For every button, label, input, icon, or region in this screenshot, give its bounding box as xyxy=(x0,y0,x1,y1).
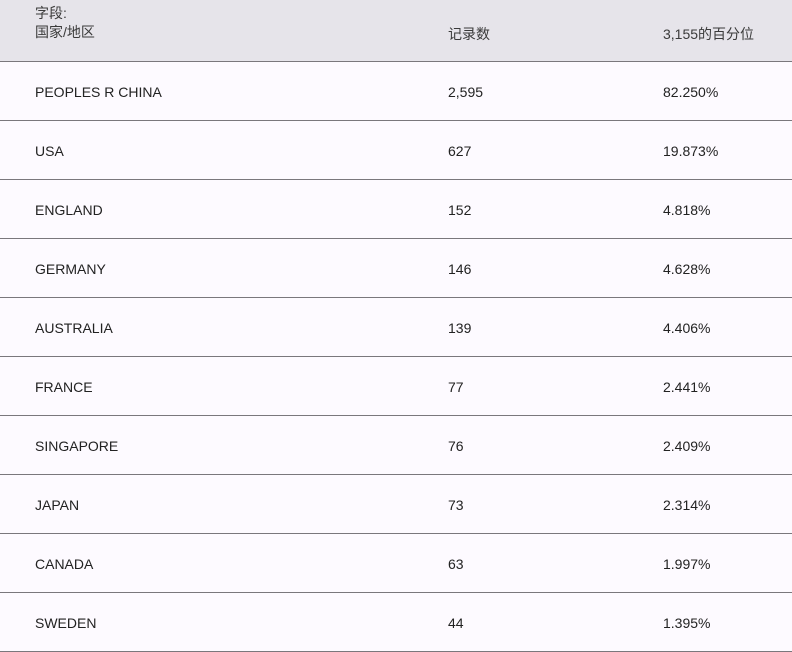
count-cell: 76 xyxy=(448,438,464,454)
table-row[interactable]: SINGAPORE 76 2.409% xyxy=(0,416,792,475)
table-row[interactable]: FRANCE 77 2.441% xyxy=(0,357,792,416)
country-cell: USA xyxy=(35,143,64,159)
table-row[interactable]: SWEDEN 44 1.395% xyxy=(0,593,792,652)
percent-cell: 82.250% xyxy=(663,84,719,100)
field-name: 国家/地区 xyxy=(35,24,95,40)
percent-cell: 4.818% xyxy=(663,202,711,218)
column-header-count[interactable]: 记录数 xyxy=(448,26,490,42)
percent-cell: 2.314% xyxy=(663,497,711,513)
country-cell: FRANCE xyxy=(35,379,93,395)
table-row[interactable]: CANADA 63 1.997% xyxy=(0,534,792,593)
count-cell: 2,595 xyxy=(448,84,484,100)
percent-cell: 1.395% xyxy=(663,615,711,631)
table-row[interactable]: PEOPLES R CHINA 2,595 82.250% xyxy=(0,62,792,121)
table-row[interactable]: GERMANY 146 4.628% xyxy=(0,239,792,298)
count-cell: 146 xyxy=(448,261,472,277)
country-cell: JAPAN xyxy=(35,497,80,513)
count-cell: 63 xyxy=(448,556,464,572)
count-cell: 44 xyxy=(448,615,464,631)
count-cell: 627 xyxy=(448,143,472,159)
table-row[interactable]: AUSTRALIA 139 4.406% xyxy=(0,298,792,357)
country-cell: SWEDEN xyxy=(35,615,97,631)
percent-cell: 19.873% xyxy=(663,143,719,159)
country-cell: CANADA xyxy=(35,556,94,572)
count-cell: 77 xyxy=(448,379,464,395)
column-header-percent[interactable]: 3,155的百分位 xyxy=(663,26,755,42)
table-row[interactable]: USA 627 19.873% xyxy=(0,121,792,180)
percent-cell: 4.406% xyxy=(663,320,711,336)
field-label: 字段: xyxy=(35,5,67,21)
table-row[interactable]: ENGLAND 152 4.818% xyxy=(0,180,792,239)
country-cell: SINGAPORE xyxy=(35,438,119,454)
count-cell: 73 xyxy=(448,497,464,513)
country-cell: PEOPLES R CHINA xyxy=(35,84,162,100)
count-cell: 139 xyxy=(448,320,472,336)
percent-cell: 1.997% xyxy=(663,556,711,572)
table-body: PEOPLES R CHINA 2,595 82.250% USA 627 19.873%… xyxy=(0,62,792,652)
table-row[interactable]: JAPAN 73 2.314% xyxy=(0,475,792,534)
count-cell: 152 xyxy=(448,202,472,218)
percent-cell: 2.441% xyxy=(663,379,711,395)
percent-cell: 4.628% xyxy=(663,261,711,277)
percent-cell: 2.409% xyxy=(663,438,711,454)
column-header-country[interactable]: 字段: 国家/地区 xyxy=(35,4,95,42)
country-cell: ENGLAND xyxy=(35,202,103,218)
table-header: 字段: 国家/地区 记录数 3,155的百分位 xyxy=(0,0,792,62)
country-cell: GERMANY xyxy=(35,261,106,277)
country-cell: AUSTRALIA xyxy=(35,320,113,336)
